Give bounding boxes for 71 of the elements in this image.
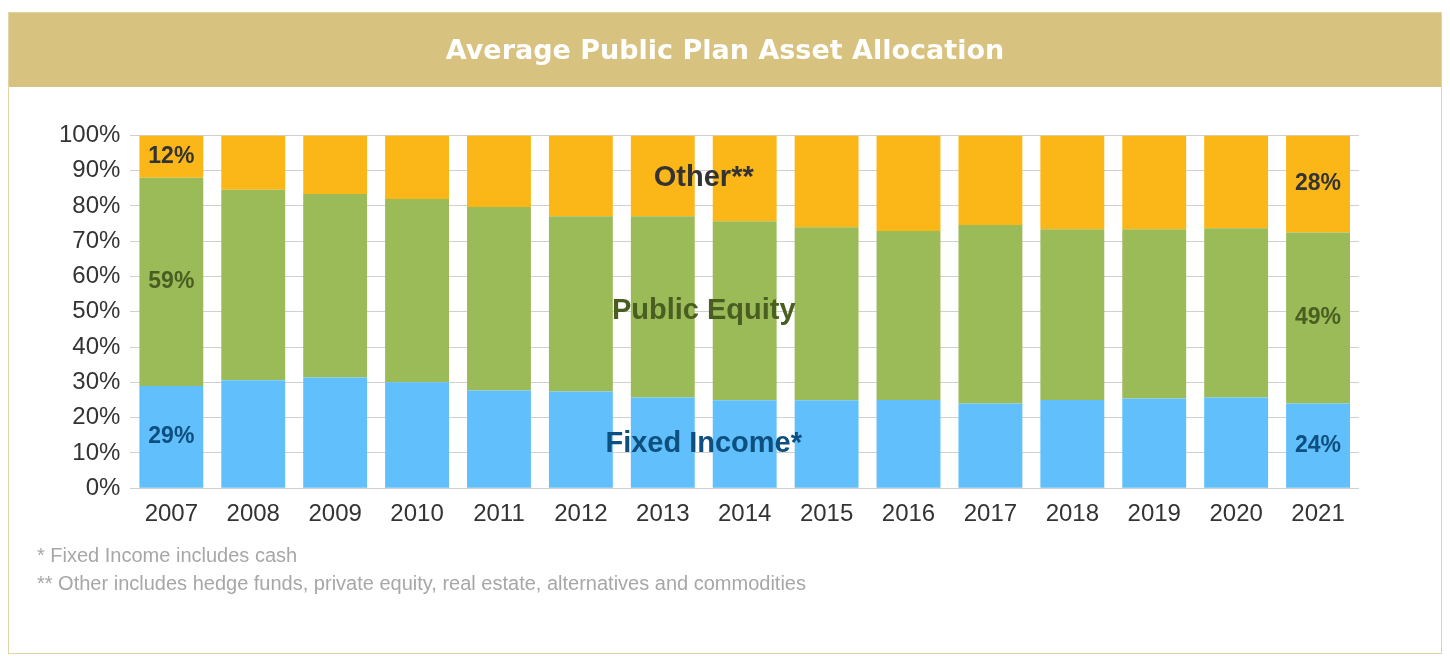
- bar: [1204, 135, 1269, 229]
- y-tick-label: 100%: [58, 120, 121, 148]
- data-label: 49%: [1295, 303, 1342, 330]
- bar: [958, 403, 1023, 488]
- bar: [1122, 135, 1187, 230]
- chart-title: Average Public Plan Asset Allocation: [9, 13, 1441, 87]
- bar: [1122, 229, 1187, 399]
- bar: [958, 135, 1023, 226]
- y-tick-label: 20%: [72, 402, 121, 430]
- bar: [303, 193, 368, 378]
- bar: [385, 198, 449, 383]
- y-tick-label: 50%: [72, 296, 121, 324]
- text: * Fixed Income includes cash: [37, 543, 299, 568]
- x-tick-label: 2007: [144, 499, 199, 527]
- bar: [303, 377, 368, 488]
- x-tick-label: 2008: [226, 499, 280, 527]
- x-tick-label: 2018: [1045, 499, 1100, 527]
- bar: [221, 189, 286, 381]
- y-tick-label: 30%: [72, 366, 121, 394]
- x-tick-label: 2020: [1209, 499, 1263, 527]
- bar: [1040, 229, 1105, 400]
- x-tick-label: 2014: [718, 499, 772, 527]
- bar: [548, 216, 613, 392]
- x-tick-label: 2010: [390, 499, 444, 527]
- bar: [1040, 400, 1105, 488]
- bar: [303, 135, 368, 194]
- bar: [385, 135, 449, 199]
- bar: [221, 380, 286, 488]
- x-tick-label: 2019: [1127, 499, 1181, 527]
- y-tick-label: 80%: [72, 190, 121, 218]
- data-label: 28%: [1295, 169, 1342, 196]
- bar: [876, 400, 941, 488]
- data-label: 59%: [148, 267, 195, 294]
- x-tick-label: 2015: [799, 499, 854, 527]
- bar: [139, 177, 204, 386]
- bar: [467, 390, 531, 488]
- y-tick-label: 0%: [85, 472, 121, 500]
- bar: [1286, 232, 1350, 404]
- x-tick-label: 2016: [881, 499, 936, 527]
- y-tick-label: 90%: [72, 155, 121, 183]
- bar: [1286, 403, 1350, 488]
- bar: [467, 207, 531, 391]
- x-tick-label: 2009: [308, 499, 362, 527]
- bar: [139, 385, 204, 488]
- x-tick-label: 2021: [1291, 499, 1345, 527]
- bar: [221, 135, 286, 190]
- bar: [794, 135, 859, 228]
- bar: [1040, 135, 1105, 230]
- bar: [1204, 228, 1269, 398]
- data-label: 12%: [148, 141, 195, 168]
- y-tick-label: 60%: [72, 261, 121, 289]
- bar: [794, 227, 859, 401]
- bar: [1286, 135, 1350, 233]
- bar: [548, 135, 613, 217]
- x-tick-label: 2012: [554, 499, 608, 527]
- bar: [467, 135, 531, 208]
- y-tick-label: 40%: [72, 331, 121, 359]
- bar: [1122, 398, 1187, 488]
- y-tick-label: 10%: [72, 437, 121, 465]
- y-tick-label: 70%: [72, 225, 121, 253]
- data-label: 29%: [148, 422, 195, 449]
- x-tick-label: 2013: [636, 499, 690, 527]
- data-label: 24%: [1295, 430, 1342, 457]
- text: ** Other includes hedge funds, private equity, real estate, alternatives and commodities: [37, 571, 806, 596]
- bar: [385, 382, 449, 488]
- bar: [1204, 397, 1269, 488]
- bar: [876, 135, 941, 232]
- bar: [876, 231, 941, 400]
- bar: [958, 225, 1023, 404]
- x-tick-label: 2017: [963, 499, 1018, 527]
- x-tick-label: 2011: [473, 499, 525, 527]
